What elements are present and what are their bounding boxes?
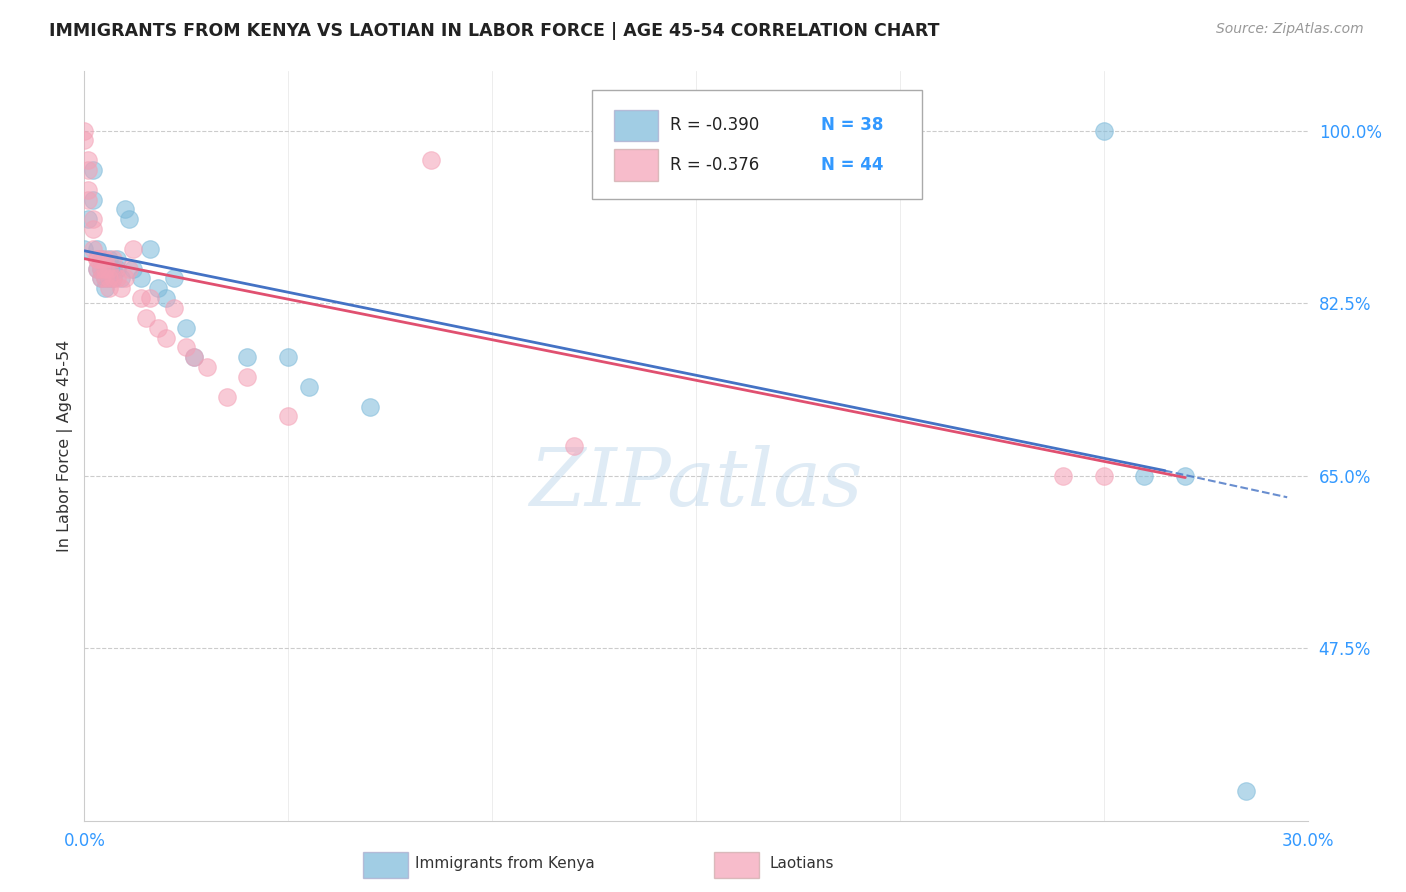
Text: Source: ZipAtlas.com: Source: ZipAtlas.com bbox=[1216, 22, 1364, 37]
Point bbox=[97, 281, 120, 295]
Point bbox=[105, 252, 128, 266]
Point bbox=[1092, 123, 1115, 137]
Point bbox=[86, 252, 108, 266]
Point bbox=[77, 153, 100, 167]
Point bbox=[105, 261, 128, 276]
Point bbox=[82, 222, 104, 236]
Point bbox=[1236, 784, 1258, 798]
Point bbox=[82, 163, 104, 178]
Point bbox=[77, 193, 100, 207]
Point bbox=[93, 252, 115, 266]
Point bbox=[101, 271, 124, 285]
Point bbox=[138, 291, 160, 305]
Point bbox=[82, 242, 104, 256]
Point bbox=[86, 261, 108, 276]
Point bbox=[77, 212, 100, 227]
Point bbox=[163, 301, 186, 315]
Point bbox=[122, 261, 145, 276]
Point bbox=[97, 271, 120, 285]
Point bbox=[73, 242, 96, 256]
Text: IMMIGRANTS FROM KENYA VS LAOTIAN IN LABOR FORCE | AGE 45-54 CORRELATION CHART: IMMIGRANTS FROM KENYA VS LAOTIAN IN LABO… bbox=[49, 22, 939, 40]
Point bbox=[195, 360, 218, 375]
Point bbox=[93, 261, 115, 276]
Point bbox=[1092, 468, 1115, 483]
Point bbox=[93, 271, 115, 285]
Point bbox=[298, 380, 321, 394]
Point bbox=[97, 252, 120, 266]
Point bbox=[86, 261, 108, 276]
Point bbox=[277, 409, 299, 424]
FancyBboxPatch shape bbox=[614, 110, 658, 141]
Point bbox=[146, 281, 169, 295]
Point bbox=[101, 261, 124, 276]
Point bbox=[97, 271, 120, 285]
Point bbox=[93, 271, 115, 285]
Point bbox=[110, 271, 132, 285]
Text: N = 44: N = 44 bbox=[821, 156, 883, 174]
Point bbox=[90, 271, 112, 285]
Point bbox=[217, 390, 239, 404]
Point bbox=[183, 351, 205, 365]
Point bbox=[174, 320, 197, 334]
Point bbox=[82, 193, 104, 207]
Point bbox=[93, 281, 115, 295]
Point bbox=[155, 330, 177, 344]
Point bbox=[131, 271, 153, 285]
Point bbox=[135, 310, 157, 325]
Point bbox=[122, 242, 145, 256]
Point bbox=[1133, 468, 1156, 483]
Point bbox=[77, 163, 100, 178]
Point bbox=[277, 351, 299, 365]
Point bbox=[138, 242, 160, 256]
Point bbox=[1052, 468, 1074, 483]
Point bbox=[97, 261, 120, 276]
FancyBboxPatch shape bbox=[614, 149, 658, 181]
Y-axis label: In Labor Force | Age 45-54: In Labor Force | Age 45-54 bbox=[58, 340, 73, 552]
Point bbox=[105, 271, 128, 285]
Point bbox=[73, 123, 96, 137]
Point bbox=[97, 261, 120, 276]
Point bbox=[118, 212, 141, 227]
Point bbox=[77, 183, 100, 197]
Point bbox=[90, 271, 112, 285]
Point bbox=[236, 351, 259, 365]
Point bbox=[90, 252, 112, 266]
Point bbox=[118, 261, 141, 276]
Point bbox=[114, 202, 136, 217]
Text: N = 38: N = 38 bbox=[821, 116, 883, 135]
Point bbox=[1174, 468, 1197, 483]
Point bbox=[562, 439, 585, 453]
FancyBboxPatch shape bbox=[592, 90, 922, 199]
Point bbox=[420, 153, 443, 167]
Text: R = -0.390: R = -0.390 bbox=[671, 116, 759, 135]
Point bbox=[101, 252, 124, 266]
Point bbox=[174, 340, 197, 354]
Text: R = -0.376: R = -0.376 bbox=[671, 156, 759, 174]
Point bbox=[114, 271, 136, 285]
Point bbox=[163, 271, 186, 285]
Point bbox=[359, 400, 381, 414]
Point bbox=[73, 133, 96, 147]
Text: Laotians: Laotians bbox=[769, 856, 834, 871]
Point bbox=[110, 281, 132, 295]
Point bbox=[183, 351, 205, 365]
Point bbox=[86, 252, 108, 266]
Text: Immigrants from Kenya: Immigrants from Kenya bbox=[415, 856, 595, 871]
Point bbox=[90, 252, 112, 266]
Text: ZIPatlas: ZIPatlas bbox=[529, 445, 863, 522]
Point bbox=[90, 261, 112, 276]
Point bbox=[236, 370, 259, 384]
Point bbox=[131, 291, 153, 305]
Point bbox=[82, 212, 104, 227]
Point bbox=[155, 291, 177, 305]
Point bbox=[90, 261, 112, 276]
Point bbox=[93, 261, 115, 276]
Point bbox=[86, 242, 108, 256]
Point bbox=[101, 271, 124, 285]
Point bbox=[146, 320, 169, 334]
